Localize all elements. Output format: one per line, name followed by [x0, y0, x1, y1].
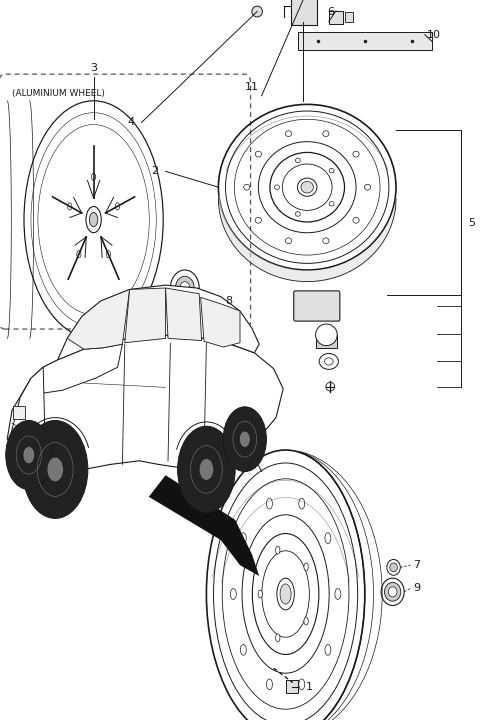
Ellipse shape [176, 276, 194, 300]
Ellipse shape [353, 151, 359, 157]
Text: 2: 2 [237, 420, 243, 431]
Ellipse shape [299, 679, 305, 690]
Ellipse shape [329, 202, 334, 206]
Ellipse shape [295, 212, 300, 216]
Bar [286, 680, 298, 693]
Polygon shape [166, 288, 202, 341]
Polygon shape [125, 288, 166, 343]
Text: 2: 2 [151, 166, 158, 176]
Ellipse shape [316, 324, 337, 346]
Ellipse shape [252, 6, 263, 17]
Ellipse shape [364, 184, 371, 190]
Ellipse shape [266, 679, 273, 690]
FancyBboxPatch shape [294, 291, 340, 321]
Ellipse shape [286, 238, 292, 243]
Polygon shape [7, 335, 283, 469]
Text: 3: 3 [90, 63, 97, 73]
Ellipse shape [324, 358, 333, 365]
Ellipse shape [304, 617, 308, 625]
Ellipse shape [47, 457, 63, 482]
Text: 11: 11 [245, 82, 259, 92]
Ellipse shape [258, 590, 263, 598]
Polygon shape [201, 297, 240, 347]
Ellipse shape [387, 559, 400, 575]
Ellipse shape [323, 131, 329, 137]
Text: 5: 5 [468, 218, 475, 228]
Ellipse shape [298, 178, 317, 197]
Ellipse shape [240, 644, 246, 655]
Ellipse shape [335, 589, 341, 599]
Bar [316, 335, 337, 348]
Bar [298, 32, 432, 50]
Ellipse shape [178, 426, 235, 513]
Ellipse shape [240, 533, 246, 544]
Ellipse shape [304, 563, 308, 571]
Ellipse shape [384, 582, 401, 601]
Ellipse shape [255, 217, 262, 223]
Ellipse shape [170, 270, 199, 306]
Bar [329, 11, 343, 24]
Polygon shape [10, 367, 46, 462]
Ellipse shape [353, 217, 359, 223]
Ellipse shape [388, 587, 397, 597]
Ellipse shape [266, 498, 273, 509]
Polygon shape [20, 344, 122, 397]
Ellipse shape [275, 185, 279, 189]
Ellipse shape [240, 431, 250, 447]
Ellipse shape [106, 251, 110, 258]
Text: 10: 10 [427, 30, 441, 40]
Ellipse shape [295, 158, 300, 163]
Ellipse shape [89, 212, 98, 227]
Ellipse shape [180, 282, 190, 294]
Ellipse shape [325, 533, 331, 544]
Text: 7: 7 [413, 560, 420, 570]
Ellipse shape [6, 420, 52, 490]
Ellipse shape [86, 207, 101, 233]
Ellipse shape [92, 174, 96, 181]
Ellipse shape [277, 578, 294, 610]
Ellipse shape [199, 459, 214, 480]
Text: 8: 8 [226, 296, 233, 306]
Text: 6: 6 [328, 6, 335, 17]
Ellipse shape [223, 407, 266, 472]
Ellipse shape [323, 238, 329, 243]
Ellipse shape [319, 354, 338, 369]
Ellipse shape [230, 589, 236, 599]
Bar [13, 406, 25, 419]
Bar [345, 12, 353, 22]
Text: (ALUMINIUM WHEEL): (ALUMINIUM WHEEL) [12, 89, 105, 97]
Ellipse shape [299, 498, 305, 509]
Ellipse shape [255, 151, 262, 157]
Bar [291, 0, 317, 25]
Ellipse shape [280, 584, 291, 604]
Ellipse shape [301, 181, 313, 193]
Ellipse shape [77, 251, 81, 258]
Ellipse shape [329, 168, 334, 173]
Ellipse shape [276, 546, 280, 554]
Polygon shape [149, 475, 259, 576]
Ellipse shape [23, 420, 88, 518]
Ellipse shape [23, 446, 35, 464]
Ellipse shape [244, 184, 250, 190]
Text: 4: 4 [127, 117, 134, 127]
Ellipse shape [115, 203, 120, 210]
Polygon shape [67, 289, 130, 349]
Ellipse shape [390, 563, 397, 572]
Text: 9: 9 [413, 583, 420, 593]
Text: 1: 1 [306, 682, 313, 692]
Ellipse shape [68, 203, 72, 210]
Ellipse shape [276, 634, 280, 642]
Ellipse shape [381, 578, 404, 606]
Polygon shape [58, 285, 259, 360]
Ellipse shape [325, 644, 331, 655]
Ellipse shape [286, 131, 292, 137]
